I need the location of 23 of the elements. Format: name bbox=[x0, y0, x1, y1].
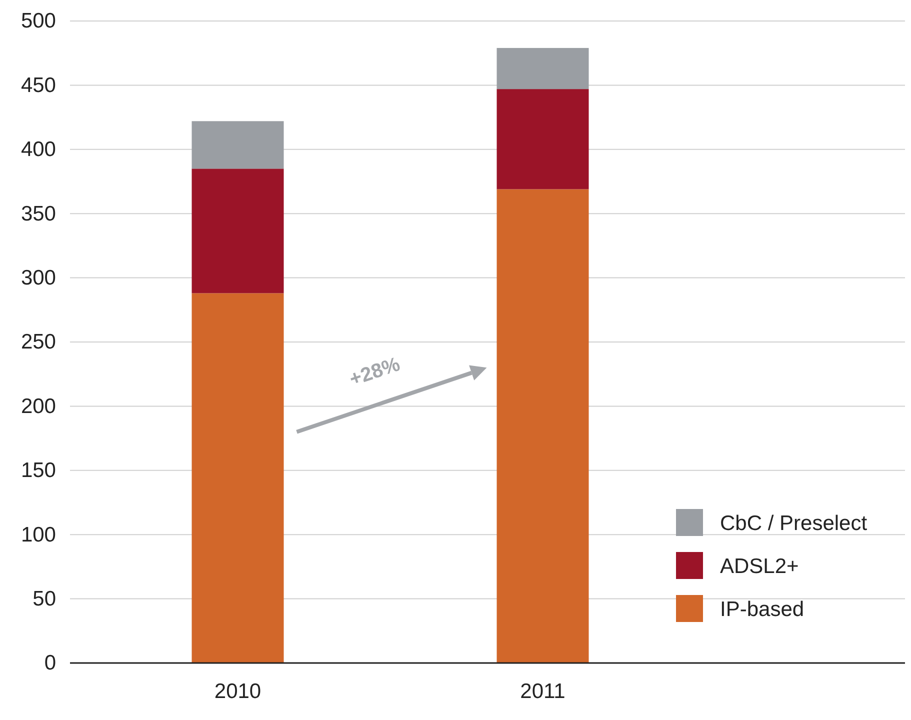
bar bbox=[192, 293, 284, 663]
bar bbox=[192, 121, 284, 169]
y-tick-label: 500 bbox=[20, 10, 56, 33]
annotation: +28% bbox=[346, 353, 404, 391]
y-tick-label: 250 bbox=[20, 330, 56, 354]
legend-label: IP-based bbox=[720, 598, 804, 621]
bar bbox=[496, 89, 589, 190]
y-tick-label: 300 bbox=[20, 266, 56, 290]
legend-label: ADSL2+ bbox=[720, 555, 799, 578]
y-tick-label: 350 bbox=[20, 202, 56, 226]
x-tick-label: 2011 bbox=[520, 680, 566, 703]
y-tick-label: 50 bbox=[32, 588, 56, 611]
bar bbox=[496, 189, 589, 663]
y-tick-label: 0 bbox=[44, 652, 56, 675]
y-tick-label: 200 bbox=[20, 394, 56, 418]
y-tick-label: 150 bbox=[20, 459, 56, 482]
y-tick-label: 450 bbox=[20, 74, 56, 97]
y-tick-label: 400 bbox=[20, 138, 56, 162]
bar bbox=[192, 168, 284, 294]
x-tick-label: 2010 bbox=[214, 680, 262, 703]
y-tick-label: 100 bbox=[20, 523, 56, 546]
legend-label: CbC / Preselect bbox=[720, 512, 868, 535]
bar bbox=[496, 48, 589, 90]
